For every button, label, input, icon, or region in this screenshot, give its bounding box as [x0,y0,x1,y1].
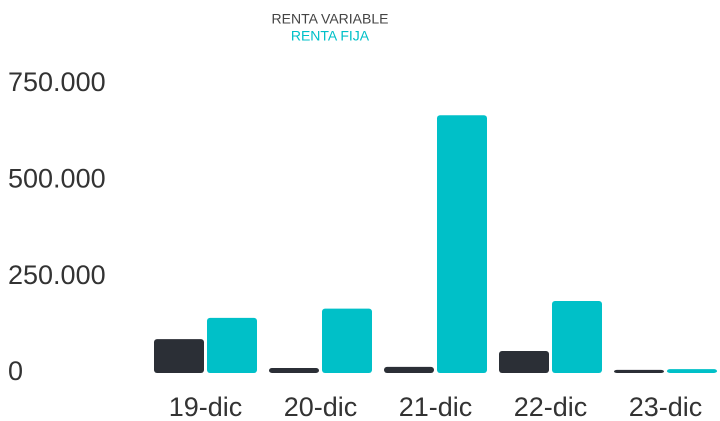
bar [269,367,319,373]
bar [322,308,372,373]
legend-entry: RENTA FIJA [291,28,370,44]
x-tick-label: 23-dic [629,392,703,421]
bar [437,115,487,373]
x-tick-label: 19-dic [169,392,243,421]
bar [614,369,664,373]
bar [384,366,434,373]
x-tick-label: 22-dic [514,392,588,421]
y-tick-label: 250.000 [8,260,106,290]
x-tick-label: 20-dic [284,392,358,421]
y-tick-label: 750.000 [8,67,106,97]
bar [154,339,204,373]
legend-entry: RENTA VARIABLE [272,11,389,27]
bar [207,317,257,373]
bar [499,351,549,373]
bar [667,369,717,373]
bar [552,300,602,373]
x-tick-label: 21-dic [399,392,473,421]
y-tick-label: 500.000 [8,163,106,193]
y-tick-label: 0 [8,356,23,386]
